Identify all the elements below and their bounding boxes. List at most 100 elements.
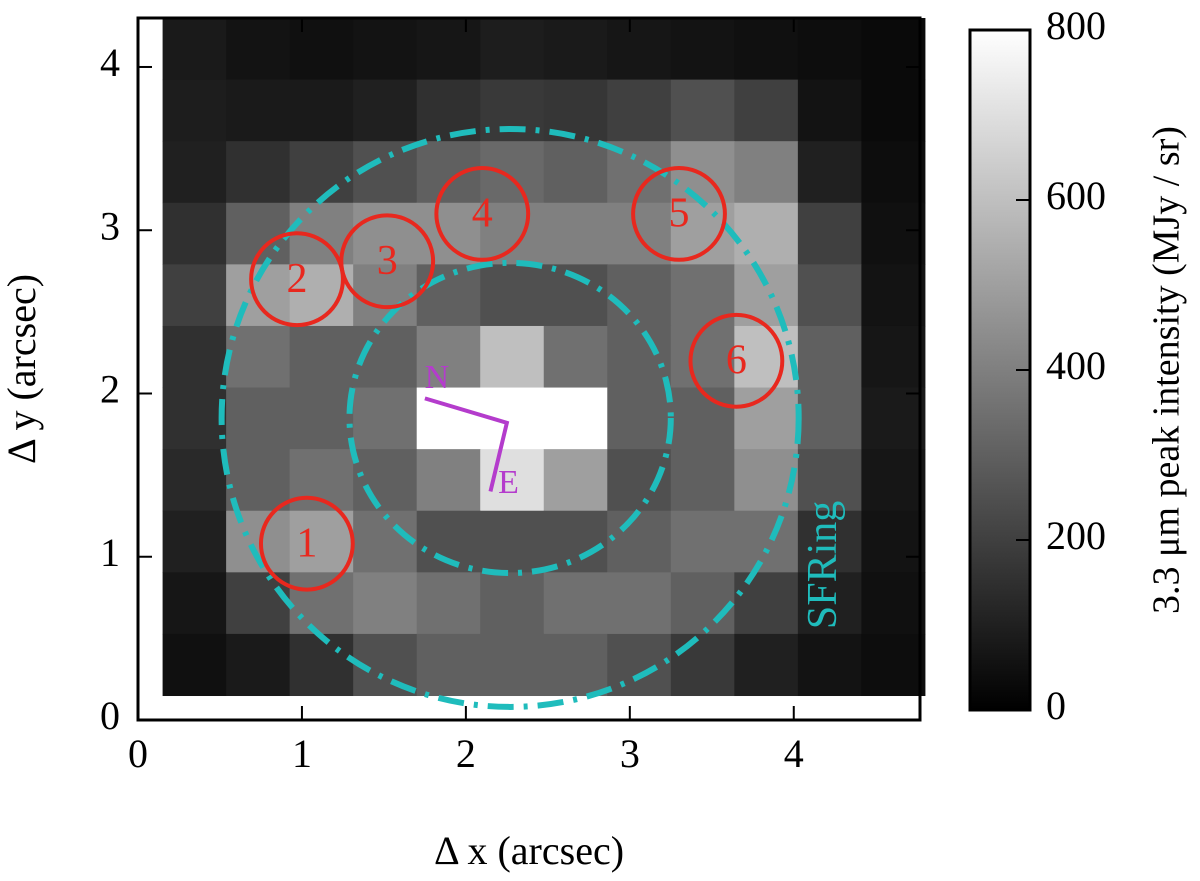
pixel	[797, 325, 862, 389]
pixel	[670, 387, 735, 450]
pixel	[797, 572, 862, 635]
x-tick-label: 2	[456, 731, 476, 776]
pixel	[162, 510, 227, 573]
pixel	[607, 510, 672, 573]
region-label: 2	[287, 256, 308, 302]
pixel	[861, 264, 926, 327]
pixel	[797, 264, 862, 327]
pixel	[289, 572, 354, 635]
pixel	[416, 202, 481, 265]
pixel	[670, 572, 735, 635]
pixel	[289, 18, 354, 81]
colorbar-tick-label: 800	[1046, 3, 1106, 48]
pixel	[861, 202, 926, 265]
pixel	[416, 141, 481, 204]
pixel	[543, 202, 608, 265]
pixel	[861, 141, 926, 204]
pixel	[226, 79, 291, 142]
y-axis-label: Δ y (arcsec)	[0, 274, 44, 464]
pixel	[480, 202, 545, 265]
pixel	[734, 18, 799, 81]
pixel	[861, 633, 926, 697]
pixel	[543, 387, 608, 450]
pixel	[480, 449, 545, 512]
pixel	[607, 449, 672, 512]
pixel	[670, 633, 735, 697]
pixel	[416, 264, 481, 327]
pixel	[289, 633, 354, 697]
pixel	[607, 633, 672, 697]
pixel	[353, 449, 418, 512]
pixel	[162, 18, 227, 81]
pixel	[162, 449, 227, 512]
ring-inner	[346, 259, 674, 577]
pixel	[226, 325, 291, 389]
pixel	[416, 325, 481, 389]
pixel	[543, 633, 608, 697]
pixel	[607, 79, 672, 142]
pixel	[734, 449, 799, 512]
pixel	[480, 264, 545, 327]
pixel	[861, 325, 926, 389]
region-circle	[258, 495, 355, 592]
y-tick-label: 4	[100, 40, 120, 85]
pixel	[543, 449, 608, 512]
pixel	[797, 79, 862, 142]
pixel	[734, 202, 799, 265]
pixel	[861, 572, 926, 635]
colorbar-tick-label: 400	[1046, 343, 1106, 388]
compass-east: E	[498, 464, 519, 501]
pixel	[289, 510, 354, 573]
pixel	[607, 264, 672, 327]
pixel	[607, 387, 672, 450]
x-tick-label: 3	[620, 731, 640, 776]
compass	[424, 396, 510, 492]
pixel	[861, 387, 926, 450]
pixel	[607, 572, 672, 635]
pixel	[861, 18, 926, 81]
pixel	[670, 325, 735, 389]
pixel	[289, 141, 354, 204]
axes-frame	[136, 16, 922, 722]
y-tick-label: 2	[100, 367, 120, 412]
pixel	[289, 79, 354, 142]
pixel	[861, 449, 926, 512]
pixel	[226, 633, 291, 697]
pixel	[480, 633, 545, 697]
axes: 0 1 2 3 4 0 1 2 3 4	[100, 18, 920, 776]
pixel	[734, 510, 799, 573]
pixel	[289, 387, 354, 450]
pixel	[670, 449, 735, 512]
region-label: 1	[296, 520, 317, 566]
colorbar-tick-label: 0	[1046, 683, 1066, 728]
region-label: 4	[472, 191, 493, 237]
pixel	[797, 202, 862, 265]
pixel	[734, 79, 799, 142]
pixel	[734, 572, 799, 635]
pixel	[797, 510, 862, 573]
pixel	[353, 387, 418, 450]
ring-outer	[218, 126, 802, 710]
pixel	[353, 202, 418, 265]
region-label: 5	[669, 191, 690, 237]
y-tick-label: 3	[100, 203, 120, 248]
region-label: 3	[377, 238, 398, 284]
x-axis-label: Δ x (arcsec)	[434, 828, 624, 873]
pixel	[734, 633, 799, 697]
pixel	[162, 141, 227, 204]
pixel	[480, 510, 545, 573]
pixel	[226, 387, 291, 450]
pixel	[416, 18, 481, 81]
pixel	[353, 79, 418, 142]
y-tick-label: 0	[100, 693, 120, 738]
pixel	[607, 18, 672, 81]
pixel	[797, 387, 862, 450]
x-tick-label: 0	[128, 731, 148, 776]
region-circle	[688, 312, 785, 409]
pixel	[543, 141, 608, 204]
pixel	[543, 18, 608, 81]
pixel	[416, 449, 481, 512]
pixel	[670, 79, 735, 142]
